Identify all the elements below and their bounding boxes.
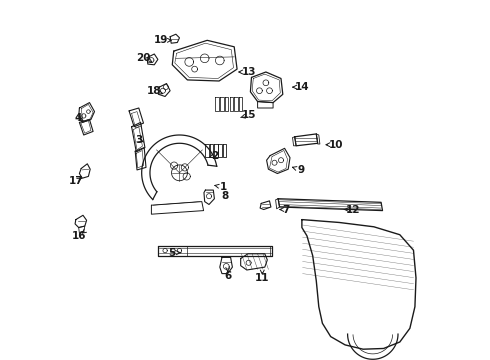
Text: 17: 17 (69, 176, 84, 186)
Text: 3: 3 (135, 135, 143, 145)
Text: 15: 15 (242, 110, 256, 120)
Text: 2: 2 (211, 150, 218, 161)
Text: 6: 6 (224, 271, 231, 282)
Text: 14: 14 (294, 82, 309, 92)
Text: 19: 19 (154, 35, 169, 45)
Text: 10: 10 (328, 140, 343, 150)
Text: 1: 1 (220, 182, 227, 192)
Text: 11: 11 (255, 273, 270, 283)
Text: 7: 7 (283, 204, 290, 215)
Text: 9: 9 (297, 165, 304, 175)
Text: 12: 12 (346, 204, 360, 215)
Text: 13: 13 (242, 67, 256, 77)
Text: 8: 8 (221, 191, 229, 201)
Text: 20: 20 (136, 53, 151, 63)
Text: 5: 5 (169, 248, 176, 258)
Text: 4: 4 (75, 113, 82, 123)
Text: 18: 18 (147, 86, 162, 96)
Text: 16: 16 (72, 231, 86, 241)
